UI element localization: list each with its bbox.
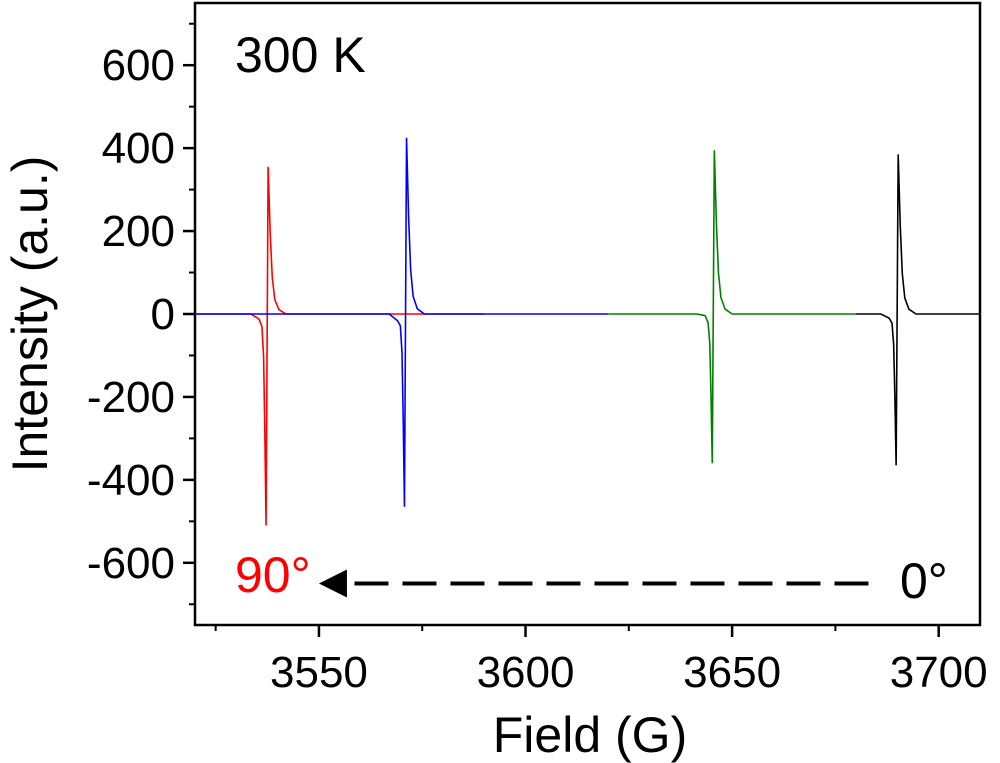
y-tick-label: -400 — [87, 456, 175, 505]
y-axis-ticks: -600 -400 -200 0 200 400 600 — [87, 22, 195, 606]
series-line-3 — [856, 154, 980, 466]
y-tick-label: 200 — [102, 207, 175, 256]
x-tick-label: 3700 — [890, 648, 988, 697]
x-axis-title: Field (G) — [493, 707, 687, 763]
start-angle-label: 0° — [900, 553, 948, 609]
y-axis-title: Intensity (a.u.) — [2, 156, 58, 473]
y-tick-label: 0 — [151, 290, 175, 339]
y-tick-label: -600 — [87, 539, 175, 588]
y-tick-label: -200 — [87, 373, 175, 422]
x-axis-ticks: 3550 3600 3650 3700 — [214, 625, 988, 697]
arrow-head — [318, 569, 347, 598]
series-line-2 — [608, 150, 857, 464]
x-tick-label: 3600 — [477, 648, 575, 697]
series-line-1 — [195, 137, 609, 507]
y-tick-label: 600 — [102, 41, 175, 90]
x-tick-label: 3550 — [270, 648, 368, 697]
series-line-0 — [195, 166, 485, 526]
end-angle-label: 90° — [235, 547, 311, 603]
y-tick-label: 400 — [102, 124, 175, 173]
temperature-label: 300 K — [235, 27, 366, 83]
series-layer — [195, 137, 980, 526]
x-tick-label: 3650 — [683, 648, 781, 697]
angle-arrow — [318, 569, 869, 598]
